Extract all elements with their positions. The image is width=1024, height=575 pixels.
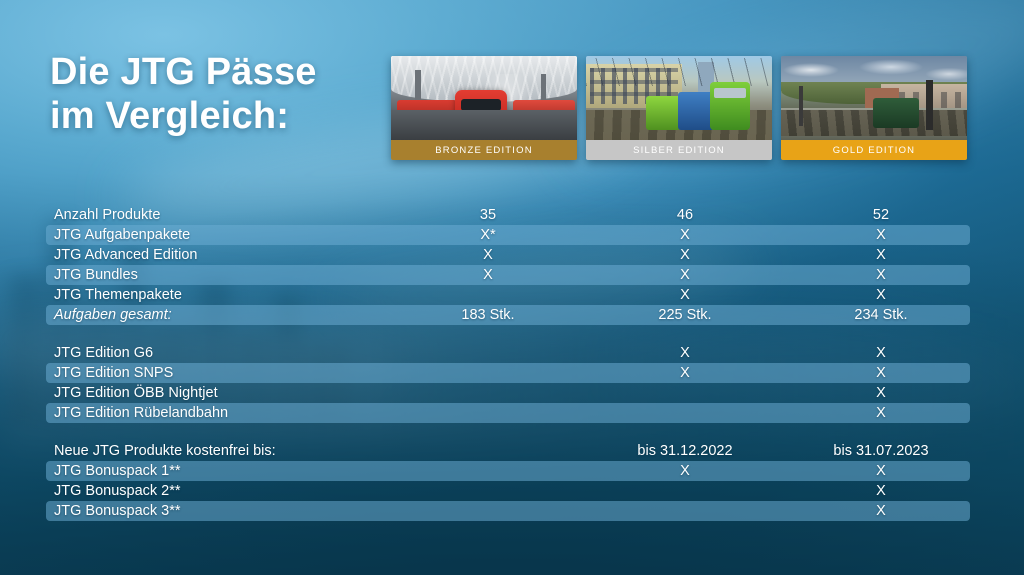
row-value-gold: X xyxy=(876,483,886,499)
edition-cards: BRONZE EDITION SILBER EDITION xyxy=(391,56,977,160)
page-title: Die JTG Pässe im Vergleich: xyxy=(50,50,390,138)
comparison-table: Anzahl Produkte 35 46 52 JTG Aufgabenpakete X… xyxy=(0,205,1024,521)
page-title-line-2: im Vergleich: xyxy=(50,95,290,138)
row-value-silber: X xyxy=(680,247,690,263)
row-stripe xyxy=(46,501,970,521)
row-value-silber xyxy=(605,481,765,501)
row-value-gold: X xyxy=(876,365,886,381)
silber-edition-photo xyxy=(586,56,772,140)
row-value-gold: 234 Stk. xyxy=(854,307,908,323)
row-value-gold: X xyxy=(876,345,886,361)
row-value-bronze xyxy=(408,461,568,481)
row-label: JTG Edition G6 xyxy=(54,345,154,361)
table-row-spacer xyxy=(0,325,1024,343)
row-value-silber: X xyxy=(680,463,690,479)
row-value-bronze: X xyxy=(483,267,493,283)
row-value-bronze xyxy=(408,501,568,521)
table-row: JTG Edition Rübelandbahn X xyxy=(0,403,1024,423)
row-label: JTG Aufgabenpakete xyxy=(54,227,191,243)
row-value-silber: bis 31.12.2022 xyxy=(637,443,733,459)
row-value-bronze: 183 Stk. xyxy=(461,307,515,323)
row-label: JTG Edition ÖBB Nightjet xyxy=(54,385,218,401)
row-value-bronze: 35 xyxy=(479,207,497,223)
row-label: JTG Bundles xyxy=(54,267,138,283)
row-label: Aufgaben gesamt: xyxy=(54,307,172,323)
table-row: JTG Advanced Edition X X X xyxy=(0,245,1024,265)
row-value-silber: X xyxy=(680,227,690,243)
table-row: Neue JTG Produkte kostenfrei bis: bis 31.… xyxy=(0,441,1024,461)
table-row: JTG Bonuspack 1** X X xyxy=(0,461,1024,481)
row-stripe xyxy=(46,305,970,325)
page-title-line-1: Die JTG Pässe xyxy=(50,51,317,93)
row-value-silber: X xyxy=(680,267,690,283)
row-label: JTG Edition SNPS xyxy=(54,365,174,381)
table-row: JTG Edition G6 X X xyxy=(0,343,1024,363)
table-row: JTG Bonuspack 3** X xyxy=(0,501,1024,521)
row-label: JTG Bonuspack 2** xyxy=(54,483,181,499)
row-value-gold: X xyxy=(876,405,886,421)
row-value-gold: X xyxy=(876,503,886,519)
row-label: JTG Bonuspack 1** xyxy=(54,463,181,479)
row-value-gold: X xyxy=(876,385,886,401)
bronze-edition-banner: BRONZE EDITION xyxy=(391,140,577,160)
row-value-bronze xyxy=(408,403,568,423)
row-label: JTG Bonuspack 3** xyxy=(54,503,181,519)
row-value-silber: X xyxy=(680,365,690,381)
row-value-bronze xyxy=(408,363,568,383)
row-value-silber: 46 xyxy=(676,207,694,223)
row-value-gold: 52 xyxy=(872,207,890,223)
row-label: JTG Edition Rübelandbahn xyxy=(54,405,229,421)
edition-card-gold[interactable]: GOLD EDITION xyxy=(781,56,967,160)
table-row: JTG Bundles X X X xyxy=(0,265,1024,285)
table-row: Aufgaben gesamt: 183 Stk. 225 Stk. 234 Stk. xyxy=(0,305,1024,325)
table-row: JTG Edition SNPS X X xyxy=(0,363,1024,383)
row-value-silber: 225 Stk. xyxy=(658,307,712,323)
table-row: JTG Edition ÖBB Nightjet X xyxy=(0,383,1024,403)
row-value-bronze xyxy=(408,383,568,403)
row-value-bronze: X xyxy=(483,247,493,263)
table-row: JTG Themenpakete X X xyxy=(0,285,1024,305)
row-value-gold: X xyxy=(876,463,886,479)
gold-edition-photo xyxy=(781,56,967,140)
gold-edition-banner: GOLD EDITION xyxy=(781,140,967,160)
row-stripe xyxy=(46,265,970,285)
table-row: Anzahl Produkte 35 46 52 xyxy=(0,205,1024,225)
silber-edition-banner: SILBER EDITION xyxy=(586,140,772,160)
edition-card-bronze[interactable]: BRONZE EDITION xyxy=(391,56,577,160)
row-value-silber xyxy=(605,383,765,403)
row-stripe xyxy=(46,403,970,423)
row-value-gold: X xyxy=(876,287,886,303)
row-value-bronze: X* xyxy=(480,227,496,243)
row-stripe xyxy=(46,363,970,383)
bronze-edition-photo xyxy=(391,56,577,140)
row-value-gold: bis 31.07.2023 xyxy=(833,443,929,459)
row-stripe xyxy=(46,461,970,481)
row-label: JTG Themenpakete xyxy=(54,287,182,303)
row-label: Anzahl Produkte xyxy=(54,207,161,223)
table-row-spacer xyxy=(0,423,1024,441)
row-stripe xyxy=(46,225,970,245)
row-label: Neue JTG Produkte kostenfrei bis: xyxy=(54,443,276,459)
row-value-bronze xyxy=(408,285,568,305)
row-value-bronze xyxy=(408,441,568,461)
row-value-silber: X xyxy=(680,345,690,361)
row-value-bronze xyxy=(408,343,568,363)
row-value-silber: X xyxy=(680,287,690,303)
row-label: JTG Advanced Edition xyxy=(54,247,198,263)
row-value-gold: X xyxy=(876,227,886,243)
row-value-gold: X xyxy=(876,267,886,283)
row-value-bronze xyxy=(408,481,568,501)
table-row: JTG Aufgabenpakete X* X X xyxy=(0,225,1024,245)
table-row: JTG Bonuspack 2** X xyxy=(0,481,1024,501)
row-value-gold: X xyxy=(876,247,886,263)
row-value-silber xyxy=(605,501,765,521)
row-value-silber xyxy=(605,403,765,423)
edition-card-silber[interactable]: SILBER EDITION xyxy=(586,56,772,160)
